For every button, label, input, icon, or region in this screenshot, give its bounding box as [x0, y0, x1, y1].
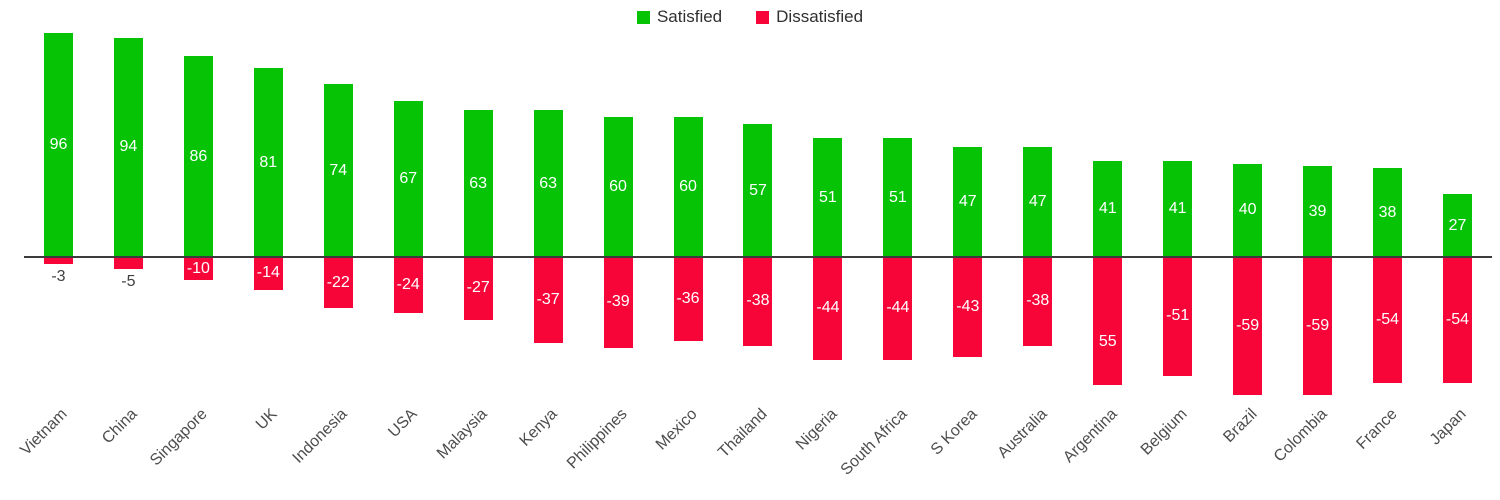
dissatisfied-bar-argentina: [1093, 257, 1123, 386]
dissatisfied-value-label: -59: [1306, 316, 1330, 334]
dissatisfied-value-label: -51: [1166, 307, 1190, 325]
satisfied-bar-argentina: [1093, 161, 1123, 257]
dissatisfied-swatch-icon: [756, 10, 770, 24]
satisfied-value-label: 67: [399, 169, 418, 187]
dissatisfied-bar-mexico: [673, 257, 703, 341]
x-axis-line: [23, 256, 1493, 258]
satisfied-bar-philippines: [603, 117, 633, 257]
legend-item-dissatisfied: Dissatisfied: [756, 7, 863, 27]
satisfied-value-label: 81: [259, 153, 278, 171]
dissatisfied-value-label: -44: [816, 299, 840, 317]
satisfied-value-label: 63: [469, 174, 488, 192]
dissatisfied-value-label: -10: [186, 259, 210, 277]
satisfied-bar-south-africa: [883, 138, 913, 257]
dissatisfied-value-label: -54: [1375, 310, 1400, 328]
dissatisfied-bar-usa: [393, 257, 423, 313]
dissatisfied-bar-south-africa: [883, 257, 913, 360]
dissatisfied-bar-thailand: [743, 257, 773, 346]
dissatisfied-bar-malaysia: [463, 257, 493, 320]
legend: Satisfied Dissatisfied: [0, 7, 1500, 27]
satisfied-value-label: 51: [888, 188, 907, 206]
satisfied-bar-china: [113, 37, 143, 257]
satisfied-bar-singapore: [183, 56, 213, 257]
satisfied-value-label: 39: [1308, 202, 1327, 220]
legend-label-dissatisfied: Dissatisfied: [776, 7, 864, 26]
satisfied-bar-indonesia: [323, 84, 353, 257]
dissatisfied-value-label: -5: [121, 272, 136, 290]
dissatisfied-bar-china: [113, 257, 143, 269]
satisfied-bar-vietnam: [43, 33, 73, 257]
dissatisfied-value-label: -22: [326, 273, 350, 291]
satisfied-bar-japan: [1442, 194, 1472, 257]
dissatisfied-bar-belgium: [1163, 257, 1193, 376]
dissatisfied-value-label: -24: [396, 275, 420, 293]
legend-label-satisfied: Satisfied: [656, 7, 723, 26]
satisfied-value-label: 60: [609, 178, 627, 195]
satisfied-bar-s-korea: [953, 147, 983, 257]
dissatisfied-value-label: -36: [676, 289, 700, 307]
dissatisfied-bar-s-korea: [953, 257, 983, 358]
satisfied-bar-kenya: [533, 110, 563, 257]
satisfied-value-label: 60: [679, 178, 697, 195]
satisfied-value-label: 86: [189, 147, 208, 165]
satisfied-bar-malaysia: [463, 110, 493, 257]
dissatisfied-value-label: -38: [746, 292, 770, 310]
dissatisfied-value-label: -44: [886, 299, 910, 317]
satisfied-value-label: 57: [749, 181, 767, 199]
satisfied-bar-australia: [1023, 147, 1053, 257]
satisfied-value-label: 51: [819, 188, 837, 206]
dissatisfied-bar-uk: [253, 257, 283, 290]
satisfied-bar-colombia: [1303, 166, 1333, 257]
dissatisfied-bar-japan: [1442, 257, 1472, 383]
dissatisfied-bar-vietnam: [43, 257, 73, 264]
dissatisfied-value-label: -3: [51, 267, 66, 285]
satisfied-swatch-icon: [636, 10, 650, 24]
dissatisfied-value-label: -54: [1445, 310, 1470, 328]
dissatisfied-value-label: -43: [956, 298, 980, 316]
satisfied-bar-belgium: [1163, 161, 1193, 257]
dissatisfied-bar-brazil: [1233, 257, 1263, 395]
satisfied-bar-brazil: [1233, 163, 1263, 257]
satisfied-value-label: 38: [1378, 203, 1397, 221]
dissatisfied-bar-philippines: [603, 257, 633, 348]
dissatisfied-bar-nigeria: [813, 257, 843, 360]
dissatisfied-value-label: -27: [466, 279, 490, 297]
satisfied-value-label: 94: [119, 138, 138, 156]
satisfied-value-label: 41: [1168, 200, 1187, 218]
dissatisfied-value-label: -14: [256, 264, 280, 282]
satisfied-value-label: 74: [329, 161, 348, 179]
dissatisfied-bar-kenya: [533, 257, 563, 344]
satisfied-bar-mexico: [673, 117, 703, 257]
satisfied-value-label: 27: [1448, 216, 1467, 234]
satisfied-value-label: 96: [49, 136, 68, 154]
dissatisfied-bar-singapore: [183, 257, 213, 281]
satisfied-bar-nigeria: [813, 138, 843, 257]
satisfied-bar-thailand: [743, 124, 773, 257]
satisfied-value-label: 40: [1238, 201, 1257, 219]
satisfied-value-label: 41: [1098, 200, 1117, 218]
satisfied-bar-uk: [253, 68, 283, 257]
satisfied-value-label: 47: [1028, 193, 1047, 211]
dissatisfied-value-label: 55: [1098, 333, 1117, 351]
dissatisfied-bar-indonesia: [323, 257, 353, 309]
satisfied-bar-france: [1373, 168, 1403, 257]
dissatisfied-value-label: -59: [1236, 316, 1260, 334]
satisfied-value-label: 63: [539, 174, 558, 192]
dissatisfied-value-label: -38: [1026, 292, 1050, 310]
dissatisfied-bar-colombia: [1303, 257, 1333, 395]
dissatisfied-bar-france: [1373, 257, 1403, 383]
satisfied-bar-usa: [393, 100, 423, 257]
satisfied-value-label: 47: [958, 193, 977, 211]
dissatisfied-value-label: -37: [536, 291, 560, 309]
dissatisfied-bar-australia: [1023, 257, 1053, 346]
dissatisfied-value-label: -39: [606, 293, 630, 311]
legend-item-satisfied: Satisfied: [636, 7, 723, 27]
